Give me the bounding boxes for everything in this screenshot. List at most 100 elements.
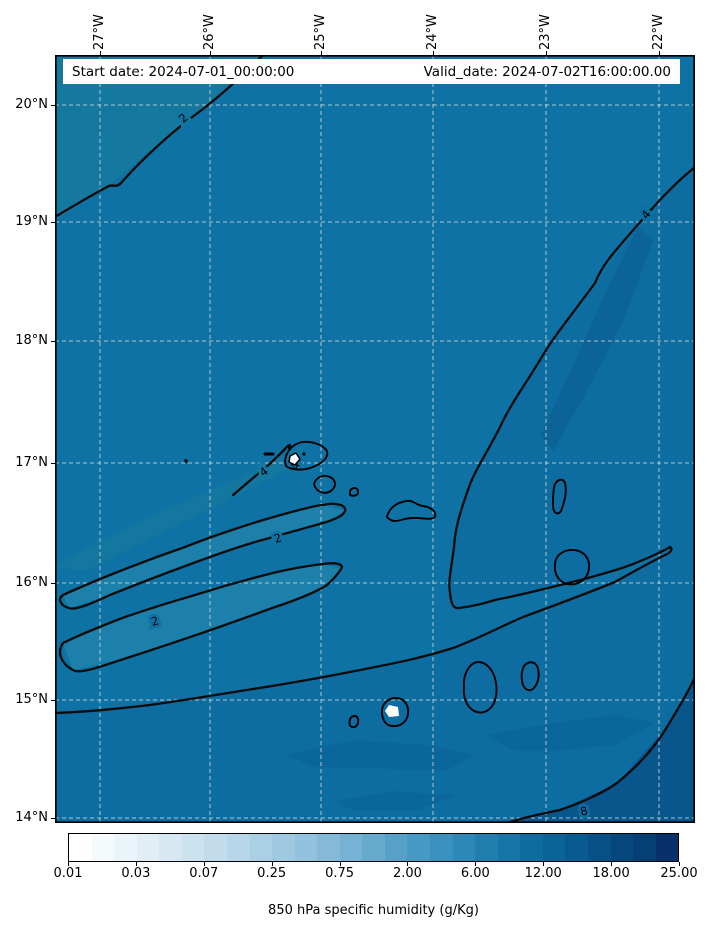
island-sal	[552, 478, 567, 515]
colorbar-tick-mark	[543, 862, 545, 866]
colorbar-segment	[430, 834, 453, 861]
dry-filament-lower	[63, 564, 341, 670]
colorbar-segment	[610, 834, 634, 861]
island-santa-luzia	[349, 487, 360, 497]
lon-tick-mark	[546, 51, 547, 55]
lon-tick-label: 24°W	[425, 14, 440, 50]
colorbar-segment	[294, 834, 318, 861]
colorbar-segment	[204, 834, 227, 861]
colorbar-tick-label: 0.01	[53, 866, 83, 881]
colorbar-tick-label: 0.07	[189, 866, 219, 881]
island-santiago	[462, 661, 498, 714]
contour-2-filament-lower	[58, 562, 344, 673]
colorbar-tick-mark	[611, 862, 613, 866]
colorbar-tick-mark	[679, 862, 680, 866]
island-santo-antao-white-peak	[288, 452, 301, 466]
colorbar-segment	[407, 834, 430, 861]
island-sao-nicolau	[386, 499, 437, 522]
contour-4-islands	[231, 443, 292, 497]
colorbar-segment	[249, 834, 273, 861]
island-santo-antao	[284, 440, 329, 471]
date-strip: Start date: 2024-07-01_00:00:00 Valid_da…	[63, 59, 680, 84]
humidity-patch-dark-1	[285, 740, 475, 771]
colorbar-segment	[91, 834, 115, 861]
colorbar-segment	[655, 834, 679, 861]
valid-date-label: Valid_date: 2024-07-02T16:00:00.00	[423, 63, 671, 80]
colorbar-segment	[497, 834, 521, 861]
colorbar-segment	[452, 834, 476, 861]
colorbar-tick-label: 0.25	[257, 866, 287, 881]
humidity-streak-dark-ne	[541, 227, 653, 451]
colorbar-tick-label: 2.00	[392, 866, 422, 881]
island-brava	[348, 715, 360, 729]
colorbar-segment	[317, 834, 340, 861]
lat-tick-mark	[51, 700, 55, 701]
colorbar-tick-label: 0.75	[325, 866, 355, 881]
colorbar-tick-mark	[271, 862, 273, 866]
lon-tick-mark	[321, 51, 322, 55]
lon-tick-mark	[659, 51, 660, 55]
humidity-band-moist-east	[55, 167, 695, 823]
colorbar-segment	[520, 834, 543, 861]
lon-tick-mark	[210, 51, 211, 55]
colorbar-segment	[587, 834, 611, 861]
islet-dot	[302, 452, 306, 456]
lat-tick-mark	[51, 463, 55, 464]
humidity-patch-dark-2	[485, 715, 655, 751]
colorbar-tick-label: 12.00	[524, 866, 562, 881]
contour-2-nw	[55, 55, 265, 219]
colorbar-segment	[181, 834, 205, 861]
contour-8-se	[505, 675, 695, 823]
map-frame	[55, 55, 695, 823]
colorbar	[68, 833, 679, 862]
colorbar-tick-label: 0.03	[121, 866, 151, 881]
humidity-patch-dark-3	[335, 791, 455, 811]
colorbar-segment	[633, 834, 656, 861]
island-fogo	[380, 697, 410, 728]
colorbar-segment	[272, 834, 295, 861]
humidity-band-nw-dry	[55, 55, 267, 220]
lat-tick-label: 14°N	[15, 810, 48, 825]
colorbar-segment	[114, 834, 137, 861]
colorbar-tick-mark	[407, 862, 409, 866]
colorbar-segment	[475, 834, 498, 861]
colorbar-segment	[69, 834, 92, 861]
lon-tick-mark	[433, 51, 434, 55]
contour-2-filament-upper	[59, 502, 347, 610]
island-fogo-white-peak	[385, 705, 399, 717]
colorbar-tick-label: 6.00	[460, 866, 490, 881]
lon-tick-label: 22°W	[651, 14, 666, 50]
humidity-band-light-diagonal	[55, 444, 307, 571]
lat-tick-label: 16°N	[15, 575, 48, 590]
lon-tick-mark	[100, 51, 101, 55]
lat-tick-label: 18°N	[15, 333, 48, 348]
colorbar-segment	[339, 834, 363, 861]
island-sao-vicente	[313, 474, 336, 494]
island-boa-vista	[553, 548, 591, 586]
lat-tick-mark	[51, 222, 55, 223]
colorbar-segment	[159, 834, 182, 861]
lon-tick-label: 27°W	[92, 14, 107, 50]
lon-tick-label: 23°W	[538, 14, 553, 50]
colorbar-segment	[565, 834, 588, 861]
islet-dot-west	[184, 459, 188, 463]
lat-tick-mark	[51, 341, 55, 342]
colorbar-title: 850 hPa specific humidity (g/Kg)	[268, 903, 479, 918]
colorbar-tick-mark	[475, 862, 477, 866]
colorbar-segment	[384, 834, 408, 861]
lat-tick-mark	[51, 818, 55, 819]
humidity-band-se-corner	[507, 677, 695, 823]
colorbar-tick-mark	[135, 862, 137, 866]
lon-tick-label: 25°W	[313, 14, 328, 50]
colorbar-tick-label: 18.00	[592, 866, 630, 881]
lat-tick-mark	[51, 583, 55, 584]
lat-tick-label: 20°N	[15, 97, 48, 112]
colorbar-tick-mark	[339, 862, 341, 866]
lat-tick-label: 15°N	[15, 692, 48, 707]
island-maio	[520, 661, 540, 692]
start-date-label: Start date: 2024-07-01_00:00:00	[72, 63, 295, 80]
colorbar-segment	[362, 834, 385, 861]
